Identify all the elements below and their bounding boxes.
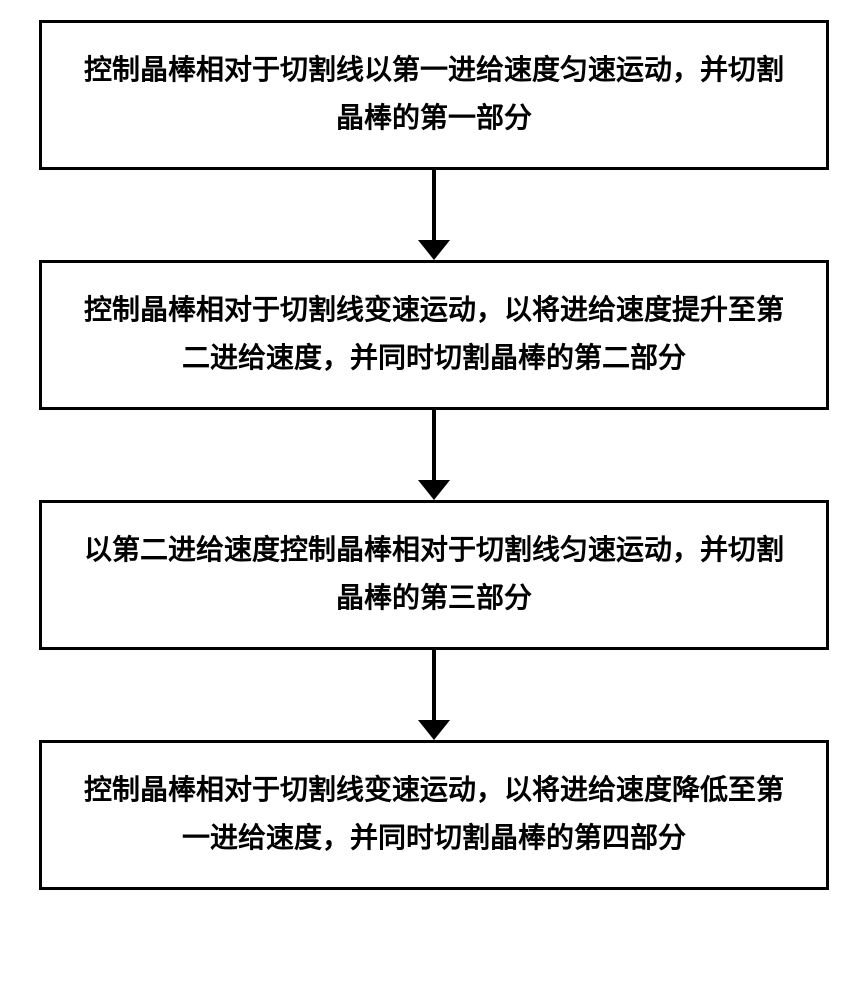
arrow-shaft-icon <box>432 650 436 720</box>
arrow-head-icon <box>418 720 450 740</box>
flow-step-1-text: 控制晶棒相对于切割线以第一进给速度匀速运动，并切割晶棒的第一部分 <box>72 47 796 142</box>
flow-arrow-1 <box>418 170 450 260</box>
flow-step-4-text: 控制晶棒相对于切割线变速运动，以将进给速度降低至第一进给速度，并同时切割晶棒的第… <box>72 767 796 862</box>
flow-arrow-3 <box>418 650 450 740</box>
flowchart-container: 控制晶棒相对于切割线以第一进给速度匀速运动，并切割晶棒的第一部分 控制晶棒相对于… <box>0 20 868 890</box>
arrow-shaft-icon <box>432 410 436 480</box>
arrow-head-icon <box>418 480 450 500</box>
flow-arrow-2 <box>418 410 450 500</box>
flow-step-3-text: 以第二进给速度控制晶棒相对于切割线匀速运动，并切割晶棒的第三部分 <box>72 527 796 622</box>
flow-step-2-text: 控制晶棒相对于切割线变速运动，以将进给速度提升至第二进给速度，并同时切割晶棒的第… <box>72 287 796 382</box>
flow-step-4: 控制晶棒相对于切割线变速运动，以将进给速度降低至第一进给速度，并同时切割晶棒的第… <box>39 740 829 890</box>
flow-step-1: 控制晶棒相对于切割线以第一进给速度匀速运动，并切割晶棒的第一部分 <box>39 20 829 170</box>
arrow-shaft-icon <box>432 170 436 240</box>
flow-step-3: 以第二进给速度控制晶棒相对于切割线匀速运动，并切割晶棒的第三部分 <box>39 500 829 650</box>
arrow-head-icon <box>418 240 450 260</box>
flow-step-2: 控制晶棒相对于切割线变速运动，以将进给速度提升至第二进给速度，并同时切割晶棒的第… <box>39 260 829 410</box>
